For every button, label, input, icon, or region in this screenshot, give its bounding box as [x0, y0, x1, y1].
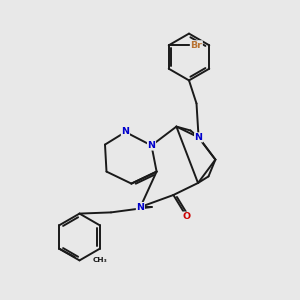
Text: N: N	[195, 133, 203, 142]
Text: CH₃: CH₃	[93, 257, 108, 263]
Text: O: O	[182, 212, 191, 221]
Text: N: N	[136, 202, 144, 211]
Text: N: N	[148, 141, 155, 150]
Text: Br: Br	[190, 41, 202, 50]
Text: N: N	[122, 128, 129, 136]
